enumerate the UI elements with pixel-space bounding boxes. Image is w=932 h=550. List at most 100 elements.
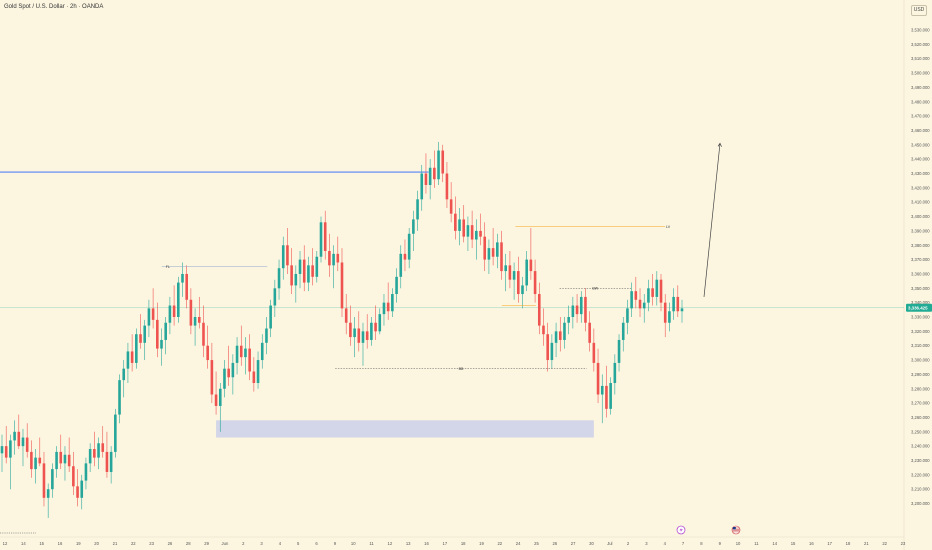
candle-body: [487, 248, 491, 260]
candle-body: [51, 469, 54, 490]
candle-body: [634, 291, 638, 300]
candle-body: [496, 242, 499, 257]
price-tick-label: 3,400.000: [911, 214, 930, 219]
time-tick-label: 23: [901, 541, 906, 546]
candle-body: [231, 362, 235, 378]
time-tick-label: 8: [700, 541, 703, 546]
price-tick-label: 3,510.000: [911, 56, 930, 61]
candle-body: [160, 339, 163, 349]
candle-body: [256, 360, 260, 384]
candle-body: [584, 296, 587, 323]
time-tick-label: 21: [113, 541, 118, 546]
candle-body: [227, 368, 230, 378]
candle-body: [302, 259, 306, 283]
candle-body: [252, 371, 256, 384]
price-tick-label: 3,320.000: [911, 329, 930, 334]
candle-body: [395, 276, 398, 295]
time-tick-label: 4: [279, 541, 282, 546]
price-tick-label: 3,270.000: [911, 401, 930, 406]
price-tick-label: 3,520.000: [911, 42, 930, 47]
candle-body: [281, 245, 285, 269]
price-tick-label: 3,370.000: [911, 257, 930, 262]
price-tick-label: 3,210.000: [911, 487, 930, 492]
candle-body: [475, 230, 478, 240]
candle-body: [479, 230, 482, 237]
candle-body: [34, 457, 37, 470]
candle-body: [109, 451, 113, 472]
projection-arrow-line[interactable]: [703, 143, 721, 297]
time-tick-label: 25: [534, 541, 539, 546]
candle-body: [454, 213, 457, 231]
candle-body: [529, 259, 533, 272]
candle-body: [277, 268, 281, 289]
candle-body: [126, 351, 130, 369]
candle-body: [55, 451, 58, 470]
candle-body: [4, 446, 8, 458]
price-tick-label: 3,230.000: [911, 458, 930, 463]
candle-body: [563, 322, 566, 340]
candle-body: [458, 219, 461, 231]
candle-body: [349, 322, 352, 338]
candle-body: [659, 279, 663, 303]
candle-body: [512, 271, 516, 280]
price-tick-label: 3,340.000: [911, 300, 930, 305]
candle-body: [672, 296, 675, 312]
price-tick-label: 3,450.000: [911, 142, 930, 147]
candle-body: [176, 282, 180, 317]
candle-body: [101, 443, 105, 452]
candle-body: [63, 454, 67, 464]
candle-body: [613, 362, 617, 384]
current-price-tag: [906, 303, 932, 312]
candle-body: [621, 322, 625, 340]
time-tick-label: 30: [589, 541, 594, 546]
candle-body: [135, 334, 138, 363]
price-tick-label: 3,260.000: [911, 415, 930, 420]
candle-body: [218, 388, 222, 406]
candle-body: [575, 305, 579, 315]
candle-body: [378, 314, 382, 332]
currency-button[interactable]: USD: [911, 5, 927, 16]
candle-body: [25, 437, 29, 452]
candle-body: [13, 431, 16, 441]
candle-body: [600, 385, 604, 395]
candle-body: [466, 225, 470, 237]
time-tick-label: 21: [864, 541, 869, 546]
candle-body: [84, 463, 88, 481]
candle-body: [588, 322, 591, 343]
price-tick-label: 3,360.000: [911, 271, 930, 276]
time-tick-label: 22: [882, 541, 887, 546]
candle-body: [680, 308, 684, 312]
time-tick-label: 5: [297, 541, 300, 546]
candle-body: [46, 489, 50, 498]
time-tick-label: 12: [388, 541, 393, 546]
candle-body: [441, 150, 445, 174]
candle-body: [114, 414, 117, 452]
price-tick-label: 3,240.000: [911, 444, 930, 449]
time-tick-label: 13: [406, 541, 411, 546]
candle-body: [206, 345, 209, 361]
candle-body: [651, 288, 654, 297]
candle-body: [248, 348, 251, 372]
candle-body: [315, 256, 319, 277]
candle-body: [546, 334, 549, 361]
time-tick-label: Jul: [607, 541, 612, 546]
candle-body: [462, 219, 466, 237]
candle-body: [655, 279, 659, 297]
candle-body: [336, 253, 340, 263]
candle-body: [357, 328, 361, 343]
candle-body: [361, 331, 365, 343]
demand-zone[interactable]: [216, 420, 594, 438]
candle-body: [638, 299, 642, 309]
candle-body: [151, 308, 155, 320]
economic-event-icon[interactable]: [676, 525, 686, 535]
us-flag-icon[interactable]: [731, 525, 741, 535]
price-tick-label: 3,380.000: [911, 243, 930, 248]
candle-body: [223, 368, 226, 389]
candle-body: [416, 199, 419, 220]
price-tick-label: 3,470.000: [911, 114, 930, 119]
price-tick-label: 3,500.000: [911, 71, 930, 76]
candle-body: [269, 305, 272, 329]
candle-body: [567, 317, 570, 323]
price-tick-label: 3,310.000: [911, 343, 930, 348]
